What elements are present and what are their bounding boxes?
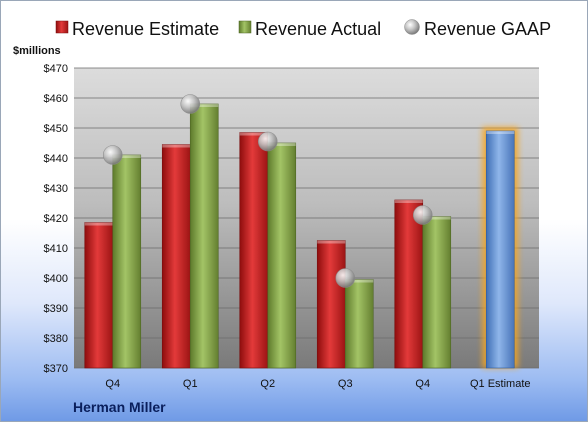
legend-swatch-estimate [55, 20, 69, 34]
bar-revenue-estimate [84, 222, 114, 369]
legend-swatch-gaap [404, 19, 420, 35]
y-axis-unit-label: $millions [13, 45, 61, 57]
y-tick-label: $460 [44, 93, 68, 105]
legend-label-estimate: Revenue Estimate [72, 19, 219, 39]
bar-top-sheen [345, 279, 374, 283]
gaap-points [102, 94, 433, 288]
x-tick-label: Q4 [415, 378, 430, 390]
bar-top-sheen [190, 104, 219, 107]
legend-label-gaap: Revenue GAAP [424, 19, 551, 39]
bar-top-sheen [239, 132, 268, 136]
y-tick-label: $400 [44, 273, 68, 285]
x-tick-label: Q2 [260, 378, 275, 390]
y-tick-label: $450 [44, 123, 68, 135]
bar-revenue-actual [189, 103, 219, 369]
legend-label-actual: Revenue Actual [255, 19, 381, 39]
bar-revenue-estimate [394, 199, 424, 369]
bar-revenue-actual [267, 142, 297, 369]
bar-top-sheen [267, 143, 296, 146]
x-tick-label: Q3 [338, 378, 353, 390]
legend-item-revenue-gaap: Revenue GAAP [404, 19, 551, 39]
bar-top-sheen [486, 131, 515, 134]
bar-revenue-actual [422, 216, 452, 369]
company-name: Herman Miller [73, 399, 166, 415]
y-tick-label: $370 [44, 363, 68, 375]
bar-revenue-actual [344, 279, 374, 369]
legend-swatch-actual [238, 20, 252, 34]
bar-revenue-estimate [316, 240, 346, 369]
y-tick-label: $430 [44, 183, 68, 195]
bars [84, 103, 519, 369]
point-revenue-gaap [335, 268, 356, 288]
bar-revenue-estimate [239, 132, 269, 369]
y-tick-label: $380 [44, 333, 68, 345]
bar-top-sheen [112, 155, 141, 158]
y-tick-label: $440 [44, 153, 68, 165]
point-revenue-gaap [180, 94, 201, 114]
x-tick-label: Q1 [183, 378, 198, 390]
point-revenue-gaap [412, 205, 433, 225]
gridlines [74, 67, 539, 369]
bar-top-sheen [317, 240, 346, 244]
bar-top-sheen [84, 222, 113, 226]
y-axis-ticks: $370 $380 $390 $400 $410 $420 $430 $440 $450 $460… [44, 63, 68, 375]
legend-item-revenue-estimate: Revenue Estimate [55, 19, 219, 39]
bar-q1-estimate [485, 130, 515, 369]
point-revenue-gaap [257, 131, 278, 152]
bar-top-sheen [394, 200, 423, 203]
y-tick-label: $470 [44, 63, 68, 75]
legend-item-revenue-actual: Revenue Actual [238, 19, 381, 39]
y-tick-label: $420 [44, 213, 68, 225]
x-axis-labels: Q4 Q1 Q2 Q3 Q4 Q1 Estimate [105, 378, 530, 390]
x-tick-label: Q1 Estimate [470, 378, 531, 390]
bar-top-sheen [162, 144, 191, 148]
x-tick-label: Q4 [105, 378, 120, 390]
bar-revenue-actual [112, 154, 142, 369]
y-tick-label: $390 [44, 303, 68, 315]
bar-revenue-estimate [161, 144, 191, 369]
legend: Revenue Estimate Revenue Actual Revenue … [55, 19, 551, 39]
bar-top-sheen [422, 216, 451, 220]
y-tick-label: $410 [44, 243, 68, 255]
point-revenue-gaap [102, 145, 123, 165]
